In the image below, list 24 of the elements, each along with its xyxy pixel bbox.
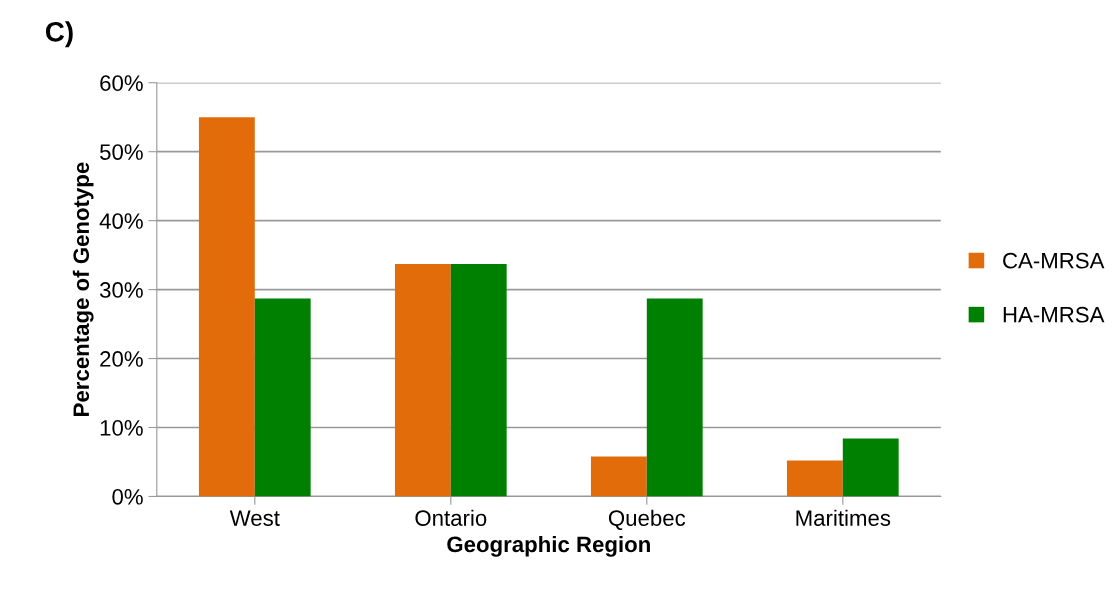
y-tick-label: 50%	[100, 144, 143, 160]
bar	[842, 438, 899, 497]
x-tick-label: West	[229, 510, 280, 526]
bar	[450, 264, 507, 497]
bar	[646, 298, 703, 497]
legend-label: CA-MRSA	[1003, 252, 1105, 269]
legend-label: HA-MRSA	[1003, 306, 1105, 323]
chart-title: C)	[45, 21, 73, 48]
x-tick-label: Quebec	[608, 509, 686, 530]
y-tick-label: 20%	[100, 351, 143, 367]
bar	[254, 298, 311, 497]
bar	[590, 456, 647, 497]
bar	[394, 264, 451, 497]
bar	[198, 117, 255, 497]
y-tick-label: 0%	[112, 488, 143, 505]
y-tick-label: 30%	[99, 282, 143, 298]
y-tick-label: 60%	[100, 75, 143, 92]
y-axis-title: Percentage of Genotype	[72, 162, 94, 416]
x-tick-label: Maritimes	[796, 509, 891, 526]
y-tick-label: 40%	[99, 213, 143, 229]
bar	[786, 460, 843, 497]
y-tick-label: 10%	[100, 420, 143, 436]
x-axis-title: Geographic Region	[447, 535, 650, 557]
x-tick-label: Ontario	[415, 509, 487, 526]
